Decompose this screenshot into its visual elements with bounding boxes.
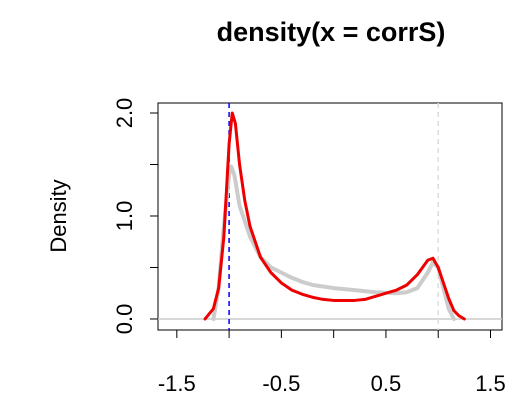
- x-tick-label: 1.5: [475, 371, 506, 396]
- y-tick-label: 0.0: [112, 304, 137, 335]
- density-line: [203, 111, 466, 321]
- density-line: [211, 164, 456, 321]
- y-tick-label: 2.0: [112, 98, 137, 129]
- y-tick-label: 1.0: [112, 201, 137, 232]
- x-tick-label: 0.5: [371, 371, 402, 396]
- x-tick-label: -0.5: [262, 371, 300, 396]
- plot-box: [157, 102, 503, 331]
- y-axis-label: Density: [46, 179, 71, 252]
- chart-title: density(x = corrS): [217, 17, 446, 47]
- x-tick-label: -1.5: [158, 371, 196, 396]
